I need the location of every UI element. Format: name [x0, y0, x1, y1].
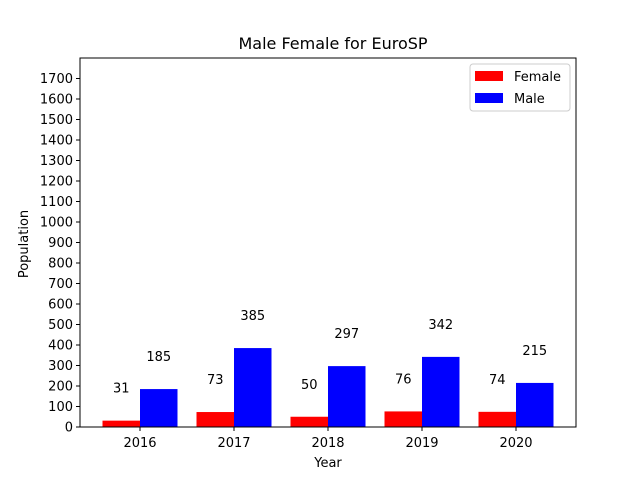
y-tick-label-800: 800 [48, 257, 73, 272]
data-label-female-2016: 31 [113, 382, 130, 397]
y-tick-label-1300: 1300 [40, 154, 73, 169]
bar-male-2019 [422, 356, 460, 427]
y-tick-label-200: 200 [48, 380, 73, 395]
bar-female-2017 [196, 412, 234, 427]
x-tick-label-2018: 2018 [311, 436, 344, 451]
y-axis-label: Population [17, 210, 32, 278]
data-label-male-2019: 342 [428, 318, 453, 333]
y-tick-label-1700: 1700 [40, 72, 73, 87]
x-axis-label: Year [313, 456, 342, 471]
y-tick-label-100: 100 [48, 400, 73, 415]
legend-label-male: Male [514, 92, 545, 107]
y-tick-label-0: 0 [65, 421, 73, 436]
y-tick-label-1200: 1200 [40, 175, 73, 190]
legend-swatch-male [475, 93, 503, 103]
y-tick-label-700: 700 [48, 277, 73, 292]
data-label-female-2020: 74 [489, 373, 506, 388]
x-tick-label-2019: 2019 [405, 436, 438, 451]
legend-swatch-female [475, 71, 503, 81]
bar-male-2016 [140, 389, 178, 427]
bar-female-2020 [478, 411, 516, 427]
legend: Female Male [469, 63, 571, 112]
y-tick-label-1500: 1500 [40, 113, 73, 128]
legend-label-female: Female [514, 70, 561, 85]
y-tick-label-400: 400 [48, 339, 73, 354]
y-tick-label-1600: 1600 [40, 93, 73, 108]
y-tick-label-300: 300 [48, 359, 73, 374]
bar-male-2017 [234, 348, 272, 427]
bar-male-2018 [328, 366, 366, 427]
data-label-female-2018: 50 [301, 378, 318, 393]
y-tick-label-1400: 1400 [40, 134, 73, 149]
data-label-male-2020: 215 [522, 344, 547, 359]
x-tick-label-2020: 2020 [499, 436, 532, 451]
y-tick-label-1100: 1100 [40, 195, 73, 210]
chart-title: Male Female for EuroSP [238, 34, 427, 53]
axes-layer: 0 100 200 300 400 500 600 700 800 900 1000 1100 1200… [40, 57, 577, 451]
y-tick-label-1000: 1000 [40, 216, 73, 231]
y-tick-label-500: 500 [48, 318, 73, 333]
data-label-male-2016: 185 [146, 350, 171, 365]
bar-female-2016 [102, 420, 140, 427]
bars-layer [102, 348, 554, 427]
bar-male-2020 [516, 382, 554, 427]
data-label-female-2017: 73 [207, 373, 224, 388]
y-tick-label-600: 600 [48, 298, 73, 313]
data-label-male-2018: 297 [334, 327, 359, 342]
data-labels-layer: 31 73 50 76 74 185 385 297 342 215 [113, 309, 547, 397]
bar-female-2019 [384, 411, 422, 427]
x-tick-label-2017: 2017 [217, 436, 250, 451]
bar-female-2018 [290, 416, 328, 427]
x-tick-label-2016: 2016 [123, 436, 156, 451]
data-label-female-2019: 76 [395, 372, 412, 387]
y-tick-label-900: 900 [48, 236, 73, 251]
data-label-male-2017: 385 [240, 309, 265, 324]
